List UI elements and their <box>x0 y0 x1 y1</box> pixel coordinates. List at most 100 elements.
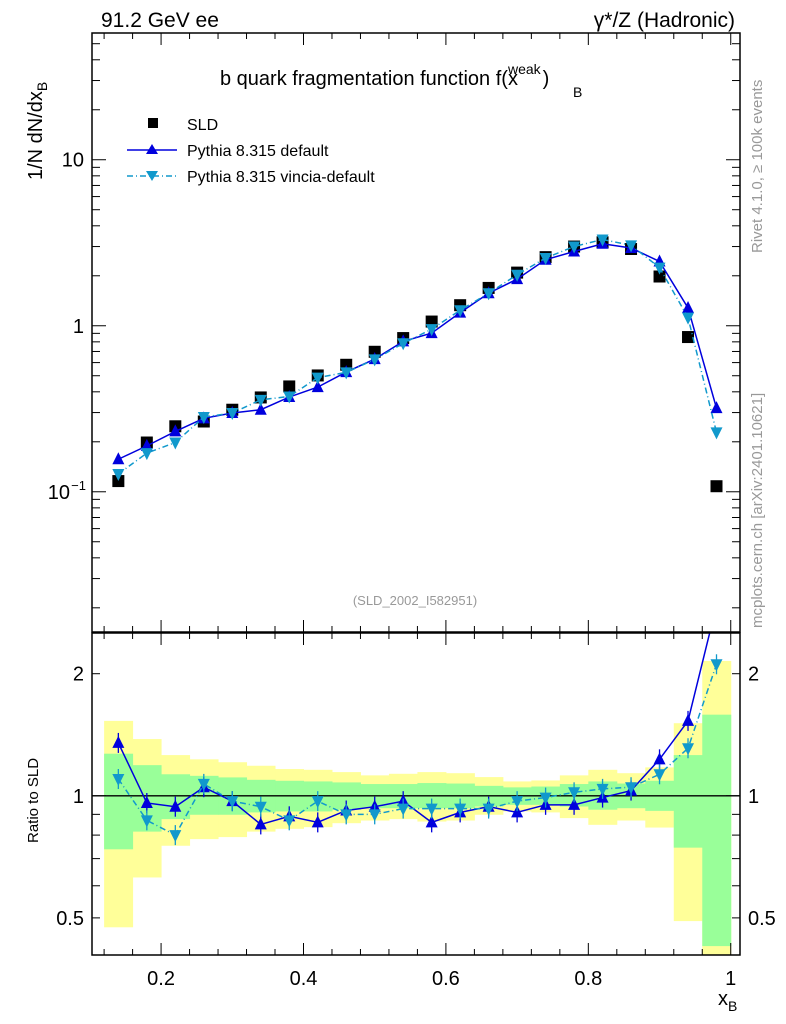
data-point-vincia <box>140 448 153 461</box>
data-point-vincia <box>710 659 723 672</box>
data-point-vincia <box>425 803 438 816</box>
legend-label-vincia: Pythia 8.315 vincia-default <box>187 169 375 186</box>
plot-area <box>112 234 723 493</box>
data-point-default <box>511 805 524 818</box>
legend-marker-default <box>146 144 158 154</box>
data-point-vincia <box>454 803 467 816</box>
data-point-default <box>140 438 153 451</box>
default-line <box>117 633 711 826</box>
data-point-vincia <box>311 372 324 385</box>
band-inner-bin <box>673 755 703 848</box>
data-point-vincia <box>226 796 239 809</box>
data-point-default <box>568 797 581 810</box>
x-tick-label: 0.2 <box>147 968 175 990</box>
data-point-vincia <box>511 796 524 809</box>
data-point-vincia <box>682 743 695 756</box>
data-point-vincia <box>283 391 296 404</box>
data-point-vincia <box>254 394 267 407</box>
data-point-default <box>711 598 723 610</box>
y-tick-label-right: 1 <box>748 786 759 808</box>
data-point-vincia <box>340 367 353 380</box>
ratio-ylabel: Ratio to SLD <box>25 758 42 843</box>
band-inner-bin <box>702 714 732 947</box>
data-point-default <box>653 752 666 765</box>
x-tick-label: 0.6 <box>432 968 460 990</box>
main-ylabel: 1/N dN/dxB <box>25 82 50 180</box>
data-point-vincia <box>397 803 410 816</box>
legend: SLD Pythia 8.315 default Pythia 8.315 vi… <box>127 117 375 186</box>
data-point-default <box>112 735 125 748</box>
data-point-vincia <box>653 262 666 275</box>
data-point-sld <box>112 475 125 488</box>
data-point-vincia <box>169 830 182 843</box>
data-point-vincia <box>112 468 125 481</box>
data-point-vincia <box>482 803 495 816</box>
analysis-tag: (SLD_2002_I582951) <box>353 593 477 608</box>
data-point-default <box>311 380 324 393</box>
data-point-vincia <box>482 288 495 301</box>
data-point-default <box>682 713 695 726</box>
y-tick-label: 1 <box>73 786 84 808</box>
data-point-sld <box>710 480 723 493</box>
legend-marker-sld <box>148 118 158 128</box>
data-point-vincia <box>596 234 609 247</box>
header-left: 91.2 GeV ee <box>101 9 219 32</box>
data-point-default <box>311 815 324 828</box>
side-label-rivet: Rivet 4.1.0, ≥ 100k events <box>749 80 766 253</box>
data-point-vincia <box>368 354 381 367</box>
header-right: γ*/Z (Hadronic) <box>594 9 735 32</box>
y-tick-label-right: 2 <box>748 664 759 686</box>
xlabel: xB <box>718 988 737 1014</box>
plot-frame <box>91 632 741 956</box>
y-tick-label-exponent: −1 <box>71 478 86 493</box>
y-tick-label: 1 <box>73 316 84 338</box>
data-point-vincia <box>568 787 581 800</box>
y-tick-label-right: 0.5 <box>748 908 776 930</box>
data-point-vincia <box>226 408 239 421</box>
main-ylabel-sub: B <box>34 82 50 91</box>
x-tick-label: 1 <box>725 968 736 990</box>
data-point-vincia <box>710 427 723 440</box>
legend-marker-vincia <box>146 171 158 181</box>
y-tick-label: 10 <box>48 482 70 504</box>
side-label-mcplots: mcplots.cern.ch [arXiv:2401.10621] <box>749 393 766 628</box>
xlabel-text: x <box>718 988 728 1010</box>
data-point-vincia <box>169 437 182 450</box>
xlabel-sub: B <box>728 998 737 1014</box>
band-inner-bin <box>104 753 134 850</box>
data-point-vincia <box>625 240 638 253</box>
data-point-vincia <box>283 815 296 828</box>
data-point-vincia <box>539 792 552 805</box>
data-point-default <box>254 402 267 415</box>
data-point-default <box>169 799 182 812</box>
data-point-default <box>112 452 125 465</box>
x-tick-label: 0.8 <box>574 968 602 990</box>
main-title: b quark fragmentation function f(xweak) <box>220 61 549 90</box>
data-point-vincia <box>596 783 609 796</box>
data-point-default <box>682 300 695 313</box>
data-point-vincia <box>197 778 210 791</box>
data-point-sld <box>682 331 695 344</box>
plot-frame <box>91 32 741 633</box>
data-point-default <box>169 424 182 437</box>
vincia-line <box>117 238 718 475</box>
legend-label-default: Pythia 8.315 default <box>187 143 329 160</box>
main-title-x: x <box>508 68 518 90</box>
data-point-vincia <box>682 312 695 325</box>
data-point-vincia <box>568 241 581 254</box>
data-point-vincia <box>425 324 438 337</box>
data-point-vincia <box>112 774 125 787</box>
data-point-vincia <box>340 809 353 822</box>
data-point-default <box>710 401 723 414</box>
ratio-plot: 2 2 1 1 0.5 0.5 0.2 0.4 0.6 0.8 1 <box>56 598 776 990</box>
data-point-vincia <box>311 796 324 809</box>
data-point-vincia <box>653 769 666 782</box>
data-point-default <box>425 815 438 828</box>
data-point-vincia <box>368 809 381 822</box>
data-point-default <box>254 817 267 830</box>
main-ylabel-text: 1/N dN/dx <box>25 91 47 180</box>
x-tick-label: 0.4 <box>290 968 318 990</box>
main-title-sup: weak <box>507 61 542 77</box>
